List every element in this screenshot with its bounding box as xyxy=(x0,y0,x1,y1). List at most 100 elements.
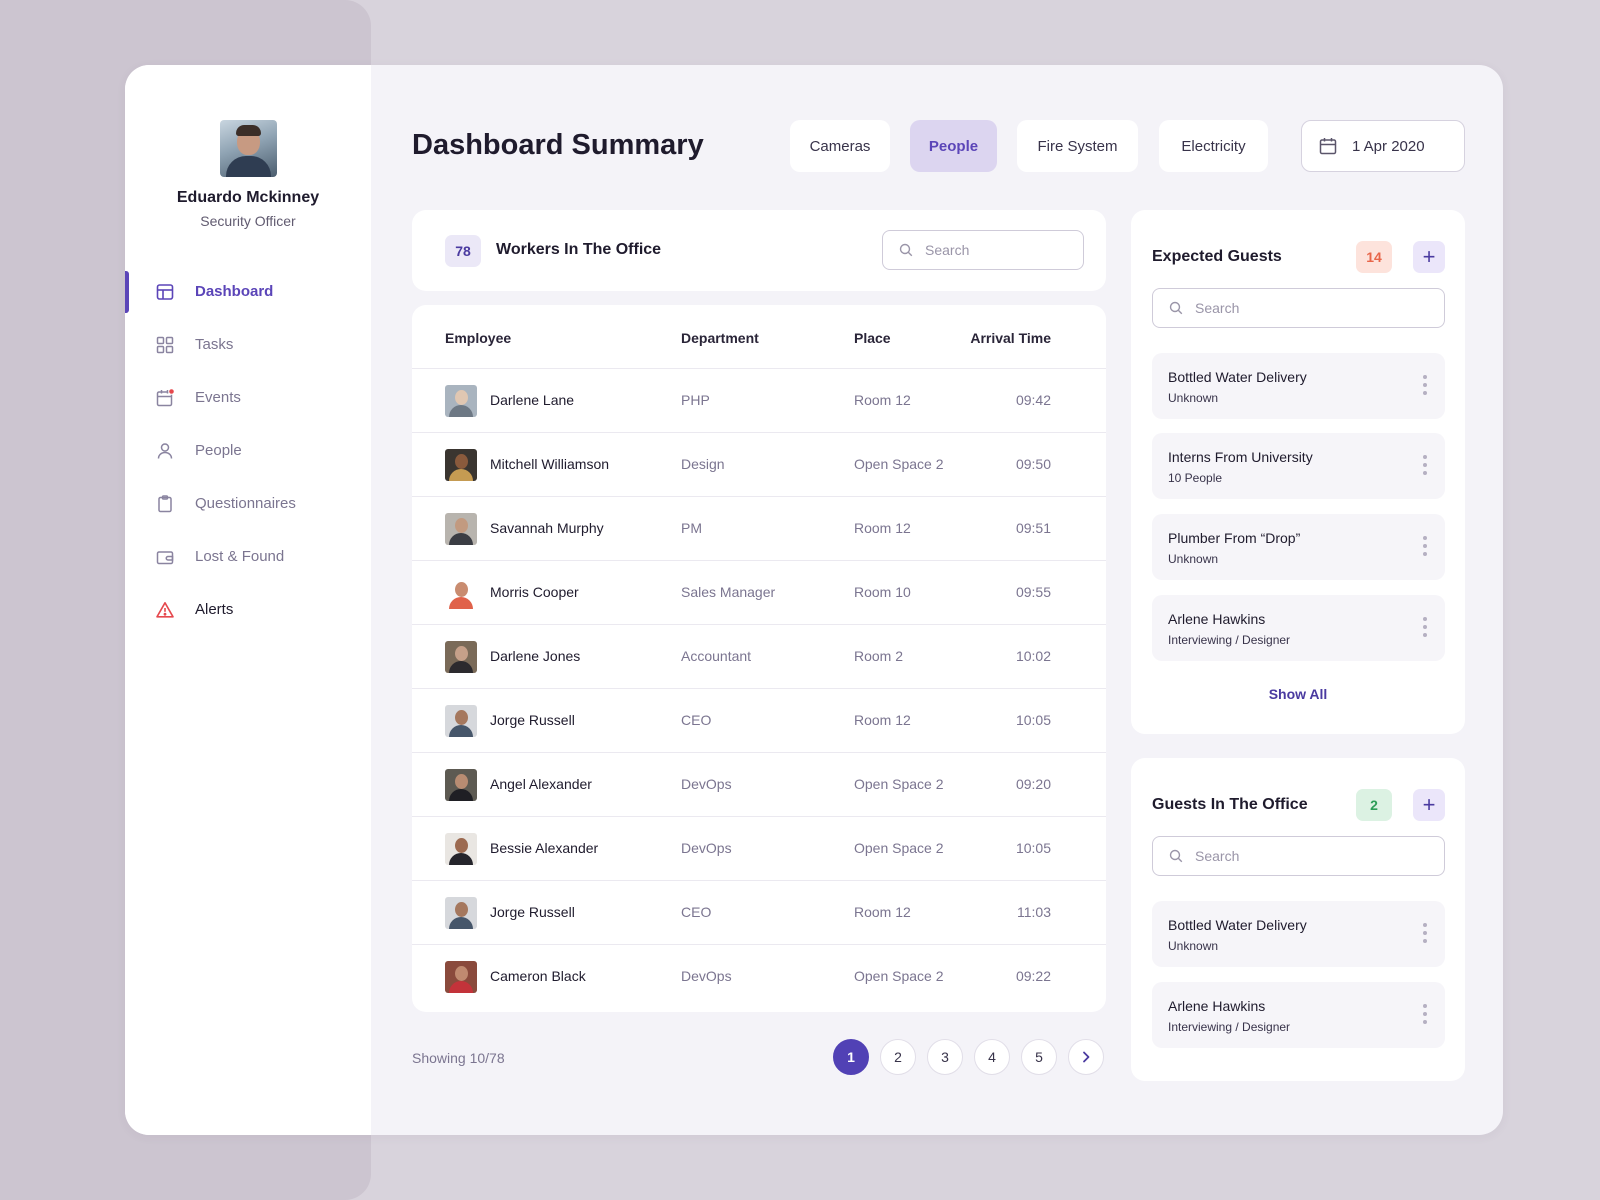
table-row[interactable]: Darlene Lane PHP Room 12 09:42 xyxy=(412,369,1106,433)
guest-title: Interns From University xyxy=(1168,449,1313,465)
more-options-icon[interactable] xyxy=(1423,375,1427,397)
guest-subtitle: Unknown xyxy=(1168,391,1219,405)
sidebar-item-people[interactable]: People xyxy=(125,424,371,477)
employee-name: Darlene Jones xyxy=(490,648,581,664)
sidebar-item-questionnaires[interactable]: Questionnaires xyxy=(125,477,371,530)
app-window: Eduardo Mckinney Security Officer Dashbo… xyxy=(125,65,1503,1135)
table-row[interactable]: Angel Alexander DevOps Open Space 2 09:20 xyxy=(412,753,1106,817)
expected-guests-card: Expected Guests 14 + Bottled Water Deliv… xyxy=(1131,210,1465,734)
employee-name: Mitchell Williamson xyxy=(490,456,610,472)
guest-item[interactable]: Plumber From “Drop” Unknown xyxy=(1152,514,1445,580)
employee-name: Bessie Alexander xyxy=(490,840,599,856)
expected-guests-search-input[interactable] xyxy=(1195,300,1415,316)
employee-place: Room 12 xyxy=(854,392,911,408)
table-row[interactable]: Savannah Murphy PM Room 12 09:51 xyxy=(412,497,1106,561)
page-button-3[interactable]: 3 xyxy=(927,1039,963,1075)
employee-name: Angel Alexander xyxy=(490,776,592,792)
table-row[interactable]: Mitchell Williamson Design Open Space 2 09:… xyxy=(412,433,1106,497)
page-button-1[interactable]: 1 xyxy=(833,1039,869,1075)
workers-count-badge: 78 xyxy=(445,235,481,267)
employee-department: Design xyxy=(681,456,725,472)
table-row[interactable]: Darlene Jones Accountant Room 2 10:02 xyxy=(412,625,1106,689)
column-employee[interactable]: Employee xyxy=(445,330,512,346)
sidebar-item-dashboard[interactable]: Dashboard xyxy=(125,265,371,318)
more-options-icon[interactable] xyxy=(1423,536,1427,558)
guest-item[interactable]: Interns From University 10 People xyxy=(1152,433,1445,499)
more-options-icon[interactable] xyxy=(1423,455,1427,477)
sidebar-item-label: Alerts xyxy=(195,601,234,618)
employee-place: Open Space 2 xyxy=(854,776,944,792)
employee-name: Jorge Russell xyxy=(490,904,575,920)
table-row[interactable]: Jorge Russell CEO Room 12 10:05 xyxy=(412,689,1106,753)
table-row[interactable]: Cameron Black DevOps Open Space 2 09:22 xyxy=(412,945,1106,1009)
sidebar-item-events[interactable]: Events xyxy=(125,371,371,424)
sidebar-item-label: Tasks xyxy=(195,336,234,353)
employee-name: Savannah Murphy xyxy=(490,520,604,536)
employee-name: Jorge Russell xyxy=(490,712,575,728)
show-all-link[interactable]: Show All xyxy=(1268,686,1328,702)
table-row[interactable]: Jorge Russell CEO Room 12 11:03 xyxy=(412,881,1106,945)
search-icon xyxy=(1169,301,1183,315)
tab-fire-system[interactable]: Fire System xyxy=(1017,120,1138,172)
page-button-2[interactable]: 2 xyxy=(880,1039,916,1075)
workers-table: Employee Department Place Arrival Time D… xyxy=(412,305,1106,1012)
employee-place: Room 2 xyxy=(854,648,904,664)
tab-label: Fire System xyxy=(1037,137,1118,155)
workers-search-input[interactable] xyxy=(925,242,1073,258)
sidebar-item-label: People xyxy=(195,442,242,459)
workers-search[interactable] xyxy=(882,230,1084,270)
sidebar-item-alerts[interactable]: Alerts xyxy=(125,583,371,636)
column-department[interactable]: Department xyxy=(681,330,759,346)
page-button-4[interactable]: 4 xyxy=(974,1039,1010,1075)
add-office-guest-button[interactable]: + xyxy=(1413,789,1445,821)
office-guests-search[interactable] xyxy=(1152,836,1445,876)
table-row[interactable]: Bessie Alexander DevOps Open Space 2 10:05 xyxy=(412,817,1106,881)
employee-arrival-time: 10:02 xyxy=(1015,648,1051,664)
employee-avatar xyxy=(445,833,477,865)
plus-icon: + xyxy=(1422,244,1436,269)
employee-avatar xyxy=(445,513,477,545)
office-guests-search-input[interactable] xyxy=(1195,848,1415,864)
column-arrival-time[interactable]: Arrival Time xyxy=(970,330,1051,346)
page-button-5[interactable]: 5 xyxy=(1021,1039,1057,1075)
sidebar-item-label: Dashboard xyxy=(195,283,274,300)
next-page-button[interactable] xyxy=(1068,1039,1104,1075)
workers-header: 78 Workers In The Office xyxy=(412,210,1106,291)
guest-title: Bottled Water Delivery xyxy=(1168,917,1307,933)
guest-item[interactable]: Bottled Water Delivery Unknown xyxy=(1152,353,1445,419)
dashboard-icon xyxy=(156,283,174,300)
user-icon xyxy=(157,442,173,459)
guest-item[interactable]: Arlene Hawkins Interviewing / Designer xyxy=(1152,982,1445,1048)
tab-electricity[interactable]: Electricity xyxy=(1159,120,1268,172)
employee-avatar xyxy=(445,897,477,929)
office-guests-count: 2 xyxy=(1356,789,1392,821)
more-options-icon[interactable] xyxy=(1423,617,1427,639)
expected-guests-title: Expected Guests xyxy=(1152,248,1282,265)
employee-arrival-time: 09:22 xyxy=(1015,968,1051,984)
column-place[interactable]: Place xyxy=(854,330,891,346)
sidebar-item-label: Events xyxy=(195,389,241,406)
sidebar-item-tasks[interactable]: Tasks xyxy=(125,318,371,371)
employee-name: Darlene Lane xyxy=(490,392,575,408)
employee-place: Open Space 2 xyxy=(854,968,944,984)
chevron-right-icon xyxy=(1083,1051,1090,1063)
tab-label: Electricity xyxy=(1181,137,1246,155)
table-row[interactable]: Morris Cooper Sales Manager Room 10 09:55 xyxy=(412,561,1106,625)
tab-people[interactable]: People xyxy=(910,120,997,172)
date-picker[interactable]: 1 Apr 2020 xyxy=(1301,120,1465,172)
guest-subtitle: Unknown xyxy=(1168,939,1219,953)
employee-department: PHP xyxy=(681,392,710,408)
avatar[interactable] xyxy=(220,120,277,177)
employee-department: Accountant xyxy=(681,648,752,664)
calendar-icon xyxy=(156,387,175,406)
guest-item[interactable]: Bottled Water Delivery Unknown xyxy=(1152,901,1445,967)
more-options-icon[interactable] xyxy=(1423,923,1427,945)
employee-avatar xyxy=(445,961,477,993)
tab-cameras[interactable]: Cameras xyxy=(790,120,890,172)
add-expected-guest-button[interactable]: + xyxy=(1413,241,1445,273)
expected-guests-search[interactable] xyxy=(1152,288,1445,328)
guest-item[interactable]: Arlene Hawkins Interviewing / Designer xyxy=(1152,595,1445,661)
sidebar-item-lost-found[interactable]: Lost & Found xyxy=(125,530,371,583)
more-options-icon[interactable] xyxy=(1423,1004,1427,1026)
user-role: Security Officer xyxy=(200,213,296,229)
